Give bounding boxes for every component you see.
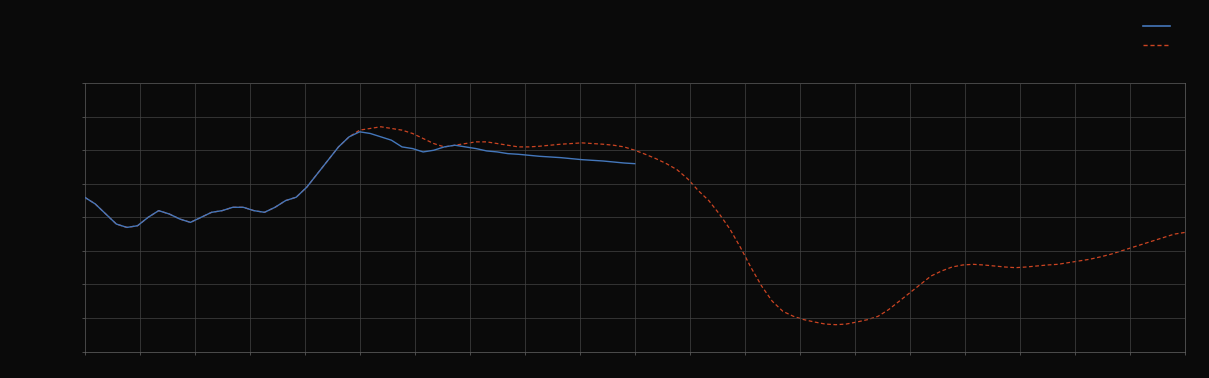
Legend: , : , <box>1143 22 1179 51</box>
